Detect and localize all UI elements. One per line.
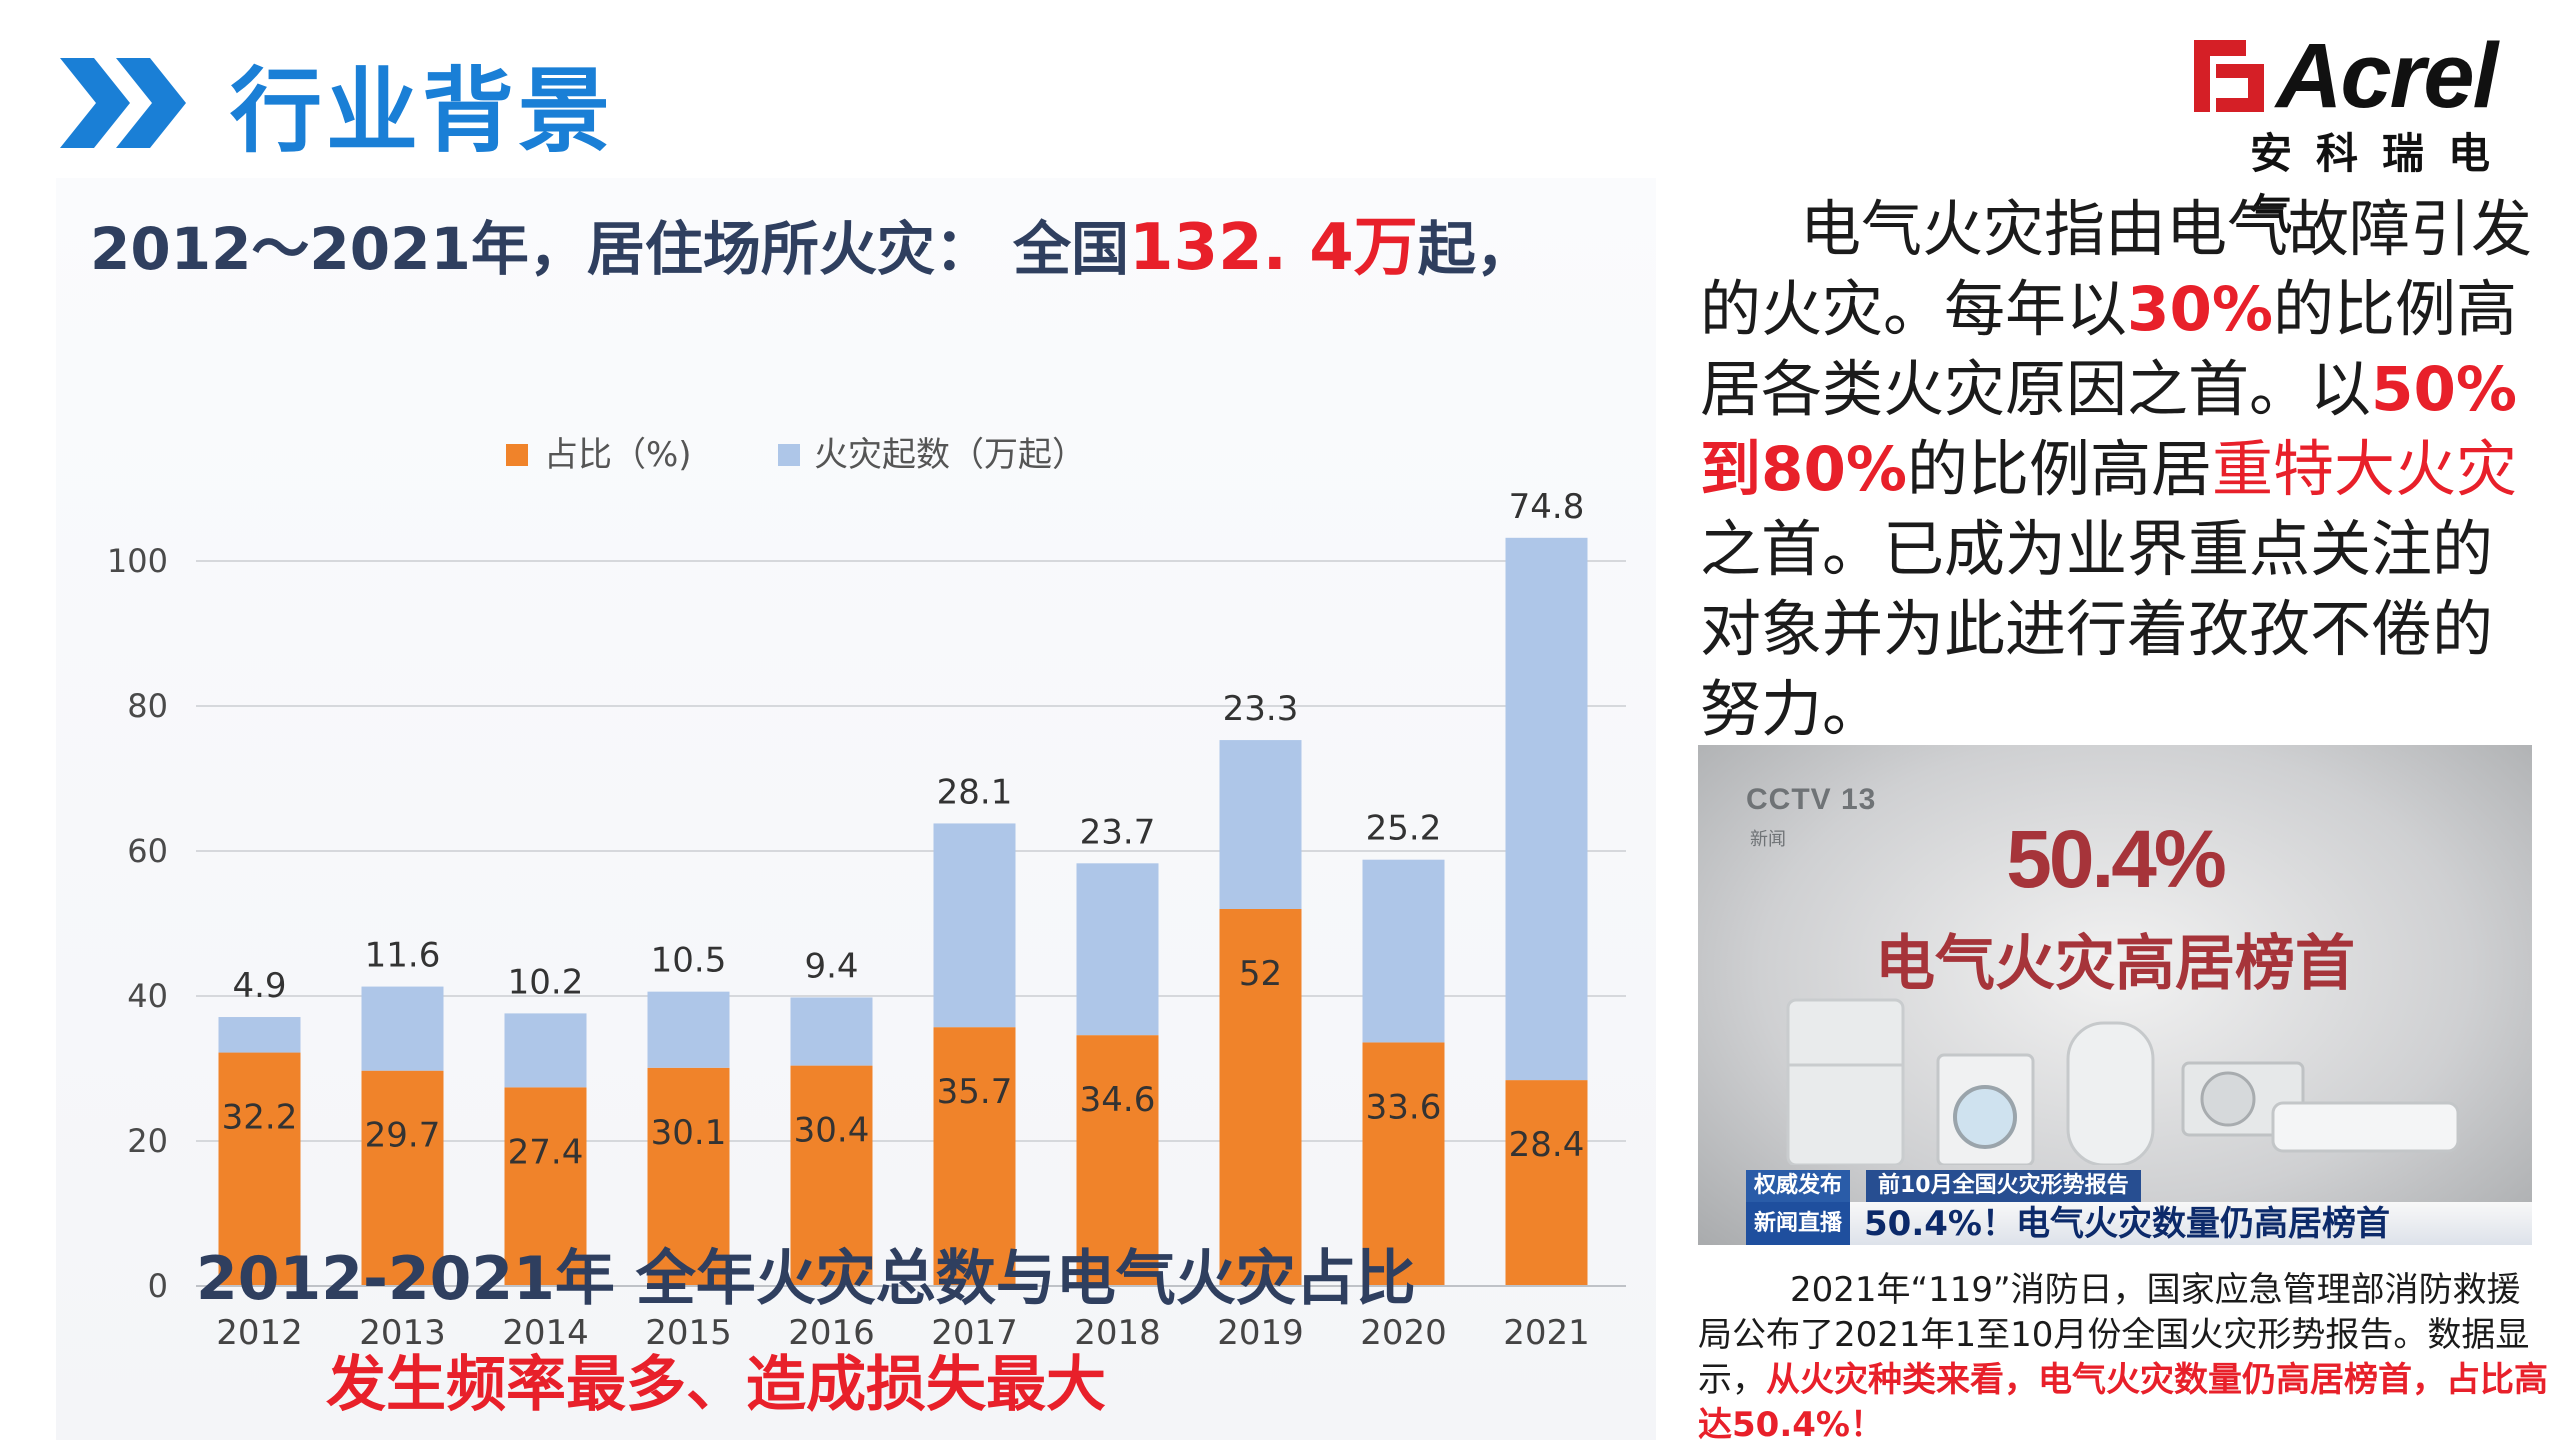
data-label: 30.1: [651, 1113, 727, 1153]
bar-segment: [790, 1065, 873, 1286]
data-label: 28.1: [937, 772, 1013, 812]
bar-segment: [1362, 859, 1445, 1043]
logo-brand: Acrel: [2276, 25, 2498, 127]
bar-segment: [1505, 537, 1588, 1081]
bar-segment: [361, 986, 444, 1071]
stacked-bar-chart: 0 20 40 60 80 100 占比（%) 火灾起数（万起） 32.2 4.9 2012 29.7…: [107, 435, 1626, 1353]
description-paragraph: 电气火灾指由电气故障引发的火灾。每年以30%的比例高居各类火灾原因之首。以50%…: [1700, 190, 2550, 750]
data-label: 23.3: [1223, 689, 1299, 729]
ticker-tag: 权威发布: [1746, 1170, 1851, 1202]
y-tick-label: 20: [127, 1122, 168, 1160]
x-tick-label: 2020: [1360, 1313, 1447, 1353]
data-label: 10.2: [508, 962, 584, 1002]
data-label: 4.9: [232, 966, 286, 1006]
desc-highlight-30: 30%: [2127, 274, 2274, 345]
x-tick-label: 2019: [1217, 1313, 1304, 1353]
x-tick-label: 2017: [931, 1313, 1018, 1353]
data-label: 23.7: [1080, 812, 1156, 852]
bar-segment: [1076, 1035, 1159, 1286]
data-label: 9.4: [804, 946, 858, 986]
desc-part-1: 电气火灾指由电气故障引发的火灾。每年以: [1700, 194, 2533, 345]
source-note: 2021年“119”消防日，国家应急管理部消防救援局公布了2021年1至10月份…: [1698, 1268, 2548, 1448]
data-label: 28.4: [1509, 1125, 1585, 1165]
desc-part-4: 之首。已成为业界重点关注的对象并为此进行着孜孜不倦的努力。: [1700, 514, 2494, 745]
desc-highlight-major-fire: 重特大火灾: [2212, 434, 2518, 505]
data-label: 34.6: [1080, 1080, 1156, 1120]
bar-segment: [361, 1070, 444, 1286]
note-highlight: 从火灾种类来看，电气火灾数量仍高居榜首，占比高达50.4%！: [1698, 1360, 2548, 1445]
chart-headline: 2012～2021年，居住场所火灾： 全国132. 4万起，: [90, 196, 1534, 288]
x-tick-label: 2012: [216, 1313, 303, 1353]
bar-segment: [933, 823, 1016, 1028]
data-label: 30.4: [794, 1111, 870, 1151]
ticker-text: 50.4%！电气火灾数量仍高居榜首: [1864, 1204, 2390, 1244]
data-label: 33.6: [1366, 1087, 1442, 1127]
chart-tagline: 发生频率最多、造成损失最大: [326, 1350, 1106, 1420]
x-tick-label: 2015: [645, 1313, 732, 1353]
header: 行业背景: [60, 48, 614, 165]
bar-segment: [647, 1067, 730, 1286]
y-tick-label: 60: [127, 832, 168, 870]
bar-segment: [504, 1013, 587, 1088]
note-text: 2021年“119”消防日，国家应急管理部消防救援局公布了2021年1至10月份…: [1698, 1270, 2530, 1400]
news-headline: 电气火灾高居榜首: [1875, 929, 2355, 999]
y-tick-label: 0: [148, 1267, 168, 1305]
acrel-logo: Acrel 安科瑞电气: [2190, 25, 2520, 239]
x-tick-label: 2016: [788, 1313, 875, 1353]
data-label: 74.8: [1509, 487, 1585, 527]
data-label: 29.7: [365, 1116, 441, 1156]
logo-mark-icon: [2194, 40, 2264, 112]
logo-subtitle: 安科瑞电气: [2250, 129, 2515, 239]
bar-segment: [1219, 740, 1302, 909]
bar-segment: [1076, 863, 1159, 1036]
bar-segment: [218, 1052, 301, 1286]
bar-segment: [647, 991, 730, 1068]
bar-segment: [1362, 1042, 1445, 1286]
data-label: 25.2: [1366, 809, 1442, 849]
data-label: 10.5: [651, 941, 727, 981]
legend-label: 占比（%): [544, 435, 692, 475]
data-label: 35.7: [937, 1072, 1013, 1112]
chart-headline-suffix: 起，: [1417, 215, 1534, 283]
x-tick-label: 2014: [502, 1313, 589, 1353]
chart-headline-value: 132. 4万: [1129, 211, 1418, 285]
bar-segment: [1219, 909, 1302, 1286]
ticker-topic: 前10月全国火灾形势报告: [1866, 1170, 2141, 1202]
data-label: 11.6: [365, 936, 441, 976]
y-tick-label: 100: [107, 542, 168, 580]
desc-part-3: 的比例高居: [1907, 434, 2213, 505]
x-tick-label: 2013: [359, 1313, 446, 1353]
bar-segment: [218, 1017, 301, 1053]
data-label: 52: [1239, 954, 1282, 994]
cctv-logo: CCTV 13: [1746, 783, 1877, 816]
legend-swatch: [506, 444, 528, 466]
desc-part-2: 的比例高居各类火灾原因之首。以: [1700, 274, 2518, 425]
section-title: 行业背景: [230, 57, 615, 165]
x-tick-label: 2021: [1503, 1313, 1590, 1353]
bar-segment: [1505, 1080, 1588, 1286]
appliances-illustration: [1786, 998, 2460, 1165]
y-tick-label: 80: [127, 687, 168, 725]
ticker-brand: 新闻直播间: [1746, 1202, 1850, 1245]
cctv-sub: 新闻: [1750, 829, 1786, 850]
chart-panel: 2012～2021年，居住场所火灾： 全国132. 4万起， 0 20 40 60 80…: [56, 178, 1656, 1440]
bar-segment: [933, 1027, 1016, 1286]
bar-segment: [790, 997, 873, 1066]
desc-highlight-50-80: 50%到80%: [1700, 354, 2518, 505]
data-label: 32.2: [222, 1098, 298, 1138]
legend-label: 火灾起数（万起）: [814, 435, 1086, 475]
bar-segment: [504, 1087, 587, 1286]
news-percent: 50.4%: [2006, 814, 2227, 905]
data-label: 27.4: [508, 1132, 584, 1172]
ticker-bar: [1746, 1202, 2532, 1245]
double-chevron-icon: [60, 58, 186, 148]
x-tick-label: 2018: [1074, 1313, 1161, 1353]
chart-headline-prefix: 2012～2021年，居住场所火灾： 全国: [90, 215, 1130, 283]
y-tick-label: 40: [127, 977, 168, 1015]
news-screenshot: CCTV 13 新闻 50.4% 电气火灾高居榜首 权威发布 前10月全国火灾形…: [1698, 745, 2532, 1245]
legend-swatch: [778, 444, 800, 466]
chart-caption: 2012-2021年 全年火灾总数与电气火灾占比: [196, 1244, 1416, 1314]
